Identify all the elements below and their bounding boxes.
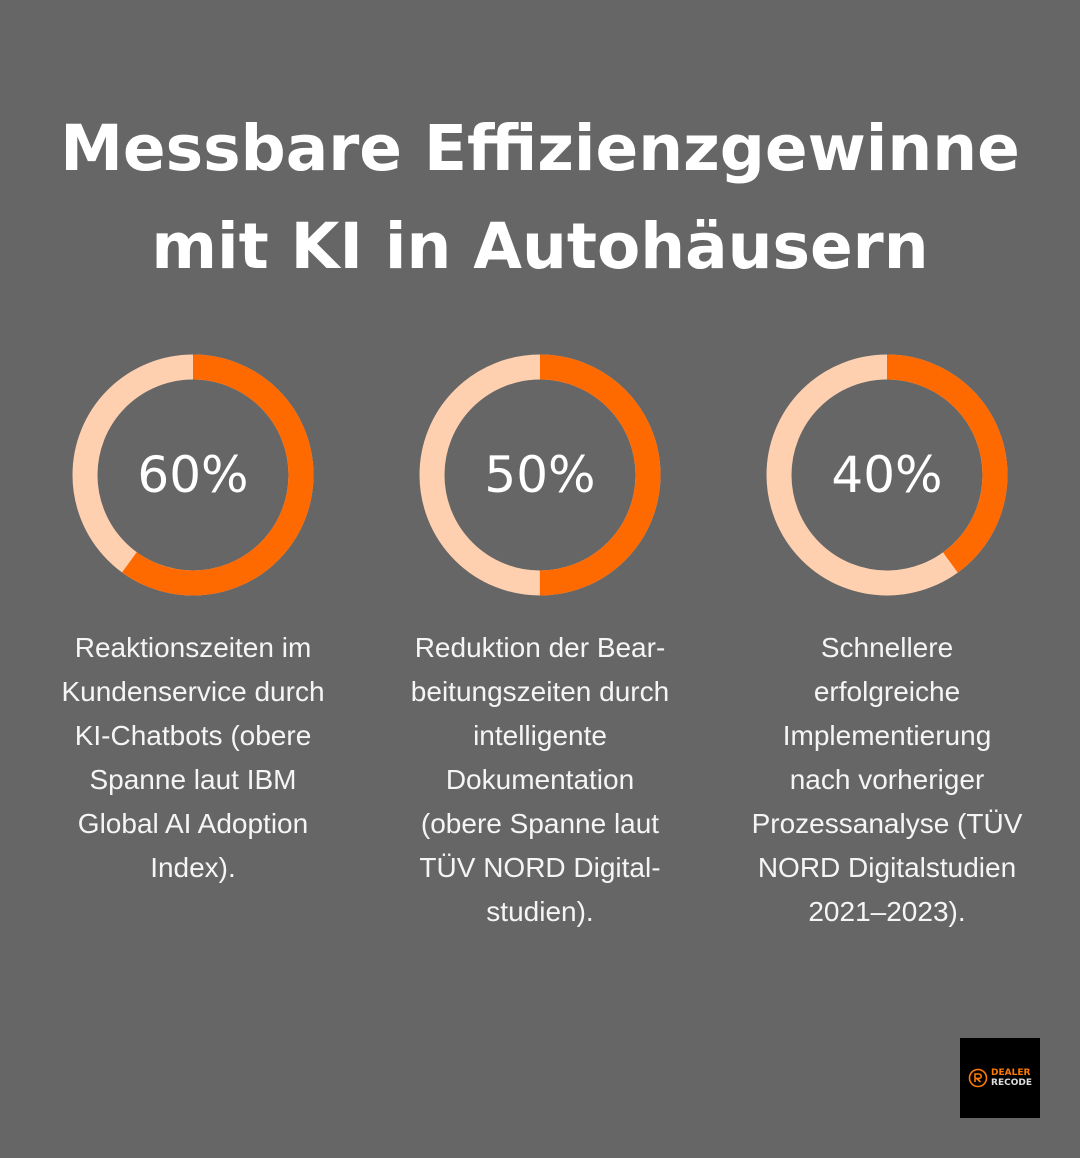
description-line: beitungszeiten durch <box>410 676 670 707</box>
description-line: Reduktion der Bear- <box>414 632 666 663</box>
title-line: Messbare Effizienzgewinne <box>60 112 1020 185</box>
donut-value-arc <box>419 354 661 596</box>
donut-value-arc <box>766 354 1008 596</box>
donut-label: 60% <box>137 446 248 504</box>
description-line: (obere Spanne laut <box>420 808 660 839</box>
donut-chart: 60% <box>72 354 314 596</box>
description-line: Reaktionszeiten im <box>74 632 312 663</box>
description-line: intelligente <box>473 720 607 751</box>
logo-r-icon <box>968 1068 988 1088</box>
description-line: Prozessanalyse (TÜV <box>751 808 1023 839</box>
description-line: Schnellere <box>820 632 954 663</box>
description-line: Kundenservice durch <box>61 676 325 707</box>
logo-line2: RECODE <box>991 1078 1032 1088</box>
stat-description: Reaktionszeiten im Kundenservice durch KI-… <box>28 626 358 890</box>
stat-description: Reduktion der Bear-beitungszeiten durch i… <box>375 626 705 934</box>
donut-chart: 40% <box>766 354 1008 596</box>
description-line: Global AI Adoption <box>77 808 309 839</box>
description-line: NORD Digitalstudien <box>757 852 1017 883</box>
description-line: TÜV NORD Digital- <box>419 852 661 883</box>
stat-column: 50% Reduktion der Bear-beitungszeiten dur… <box>375 354 705 934</box>
stat-description: Schnellere erfolgreiche Implementierung nac… <box>722 626 1052 934</box>
stat-column: 60% Reaktionszeiten im Kundenservice durch… <box>28 354 358 890</box>
donut-value-arc <box>72 354 314 596</box>
dealer-recode-logo: DEALER RECODE <box>960 1038 1040 1118</box>
description-line: KI-Chatbots (obere <box>74 720 312 751</box>
description-line: Dokumentation <box>445 764 635 795</box>
donut-label: 40% <box>831 446 942 504</box>
description-line: Index). <box>150 852 236 883</box>
donut-label: 50% <box>484 446 595 504</box>
description-line: erfolgreiche <box>813 676 961 707</box>
logo-line1: DEALER <box>991 1068 1031 1078</box>
description-line: Implementierung <box>782 720 992 751</box>
page-title: Messbare Effizienzgewinne mit KI in Auto… <box>0 100 1080 296</box>
description-line: studien). <box>486 896 594 927</box>
stat-column: 40% Schnellere erfolgreiche Implementierung… <box>722 354 1052 934</box>
description-line: Spanne laut IBM <box>89 764 297 795</box>
description-line: nach vorheriger <box>789 764 985 795</box>
description-line: 2021–2023). <box>808 896 966 927</box>
donut-chart: 50% <box>419 354 661 596</box>
title-line: mit KI in Autohäusern <box>151 210 929 283</box>
